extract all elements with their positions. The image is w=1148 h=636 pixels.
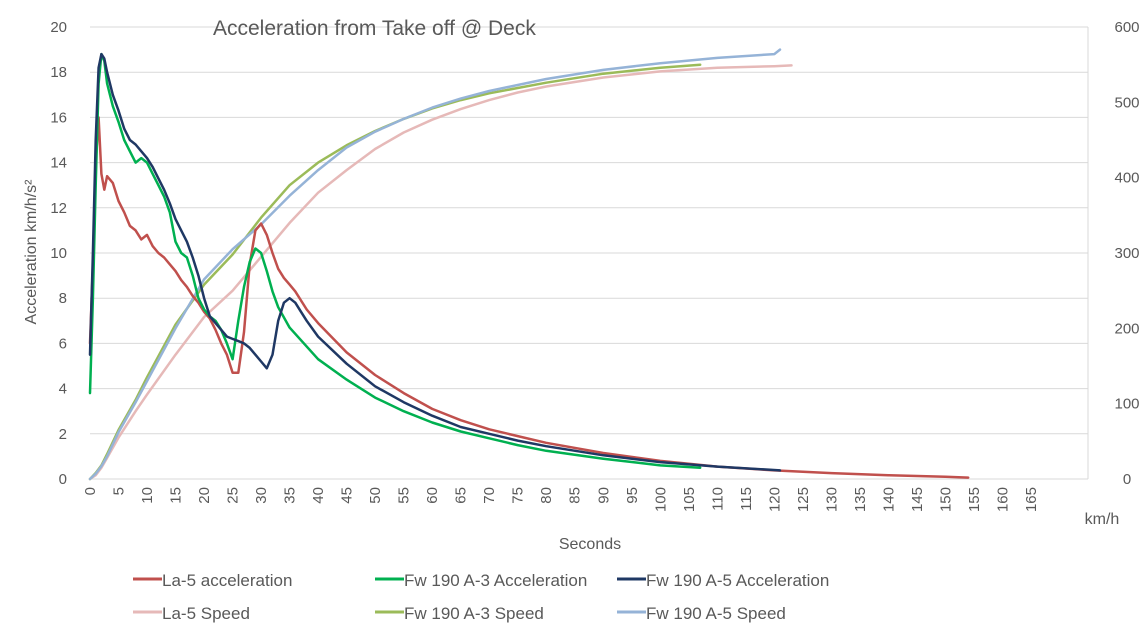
series-line-fw-190-a-3-acceleration <box>88 52 702 469</box>
x-tick-label: 90 <box>595 487 612 504</box>
series-line-fw-190-a-5-speed <box>88 48 782 481</box>
y2-tick-label: 200 <box>1114 320 1139 337</box>
y2-tick-label: 100 <box>1114 396 1139 413</box>
x-tick-label: 25 <box>225 487 242 504</box>
x-tick-label: 75 <box>510 487 527 504</box>
y-tick-label: 0 <box>59 471 67 488</box>
series-line-la-5-acceleration <box>88 116 970 479</box>
series-line-la-5-speed <box>88 64 793 481</box>
x-axis-title: Seconds <box>559 536 621 553</box>
legend-label: Fw 190 A-3 Acceleration <box>404 571 587 590</box>
x-tick-label: 165 <box>1023 487 1040 512</box>
x-tick-label: 85 <box>567 487 584 504</box>
y2-tick-label: 600 <box>1114 19 1139 36</box>
y-tick-label: 18 <box>50 64 67 81</box>
x-tick-label: 55 <box>396 487 413 504</box>
x-tick-label: 50 <box>367 487 384 504</box>
x-tick-label: 40 <box>310 487 327 504</box>
legend-item: La-5 acceleration <box>133 571 292 590</box>
x-tick-label: 145 <box>909 487 926 512</box>
legend-item: Fw 190 A-5 Speed <box>617 604 786 623</box>
series-line-fw-190-a-5-acceleration <box>88 52 782 472</box>
legend-label: Fw 190 A-5 Speed <box>646 604 786 623</box>
x-tick-label: 70 <box>481 487 498 504</box>
y2-tick-label: 500 <box>1114 94 1139 111</box>
x-tick-label: 65 <box>453 487 470 504</box>
y-tick-label: 12 <box>50 200 67 217</box>
y-tick-label: 2 <box>59 426 67 443</box>
y-tick-label: 8 <box>59 290 67 307</box>
legend-label: La-5 Speed <box>162 604 250 623</box>
x-tick-label: 100 <box>652 487 669 512</box>
legend-item: Fw 190 A-3 Speed <box>375 604 544 623</box>
x-tick-label: 15 <box>168 487 185 504</box>
y-tick-label: 4 <box>59 381 67 398</box>
legend-item: La-5 Speed <box>133 604 250 623</box>
x-tick-label: 60 <box>424 487 441 504</box>
chart-title: Acceleration from Take off @ Deck <box>213 17 536 40</box>
legend: La-5 acceleration Fw 190 A-3 Acceleration… <box>133 571 829 623</box>
y-tick-label: 6 <box>59 335 67 352</box>
y-tick-label: 16 <box>50 109 67 126</box>
legend-label: Fw 190 A-5 Acceleration <box>646 571 829 590</box>
legend-item: Fw 190 A-3 Acceleration <box>375 571 587 590</box>
x-tick-label: 45 <box>339 487 356 504</box>
x-tick-label: 80 <box>538 487 555 504</box>
x-tick-label: 155 <box>966 487 983 512</box>
legend-item: Fw 190 A-5 Acceleration <box>617 571 829 590</box>
y-tick-label: 14 <box>50 155 67 172</box>
series-line-fw-190-a-3-speed <box>88 63 702 481</box>
x-tick-label: 150 <box>937 487 954 512</box>
x-tick-label: 110 <box>709 487 726 511</box>
y-axis-title: Acceleration km/h/s² <box>23 179 40 325</box>
y2-tick-label: 400 <box>1114 170 1139 187</box>
x-tick-label: 135 <box>852 487 869 512</box>
x-tick-label: 95 <box>624 487 641 504</box>
y2-axis-title: km/h <box>1085 511 1120 528</box>
y-tick-label: 10 <box>50 245 67 262</box>
x-tick-label: 105 <box>681 487 698 512</box>
x-tick-label: 160 <box>994 487 1011 512</box>
x-tick-label: 5 <box>111 487 128 495</box>
x-tick-label: 120 <box>766 487 783 512</box>
x-tick-label: 0 <box>82 487 99 495</box>
x-tick-label: 20 <box>196 487 213 504</box>
x-tick-label: 130 <box>823 487 840 512</box>
grid <box>90 26 1089 480</box>
legend-label: La-5 acceleration <box>162 571 292 590</box>
x-tick-label: 30 <box>253 487 270 504</box>
y-tick-label: 20 <box>50 19 67 36</box>
y2-tick-label: 0 <box>1123 471 1131 488</box>
x-tick-label: 140 <box>880 487 897 512</box>
x-tick-label: 125 <box>795 487 812 512</box>
x-tick-label: 10 <box>139 487 156 504</box>
x-tick-label: 35 <box>282 487 299 504</box>
y2-tick-label: 300 <box>1114 245 1139 262</box>
plot-area <box>88 48 970 481</box>
legend-label: Fw 190 A-3 Speed <box>404 604 544 623</box>
x-tick-label: 115 <box>738 487 755 511</box>
